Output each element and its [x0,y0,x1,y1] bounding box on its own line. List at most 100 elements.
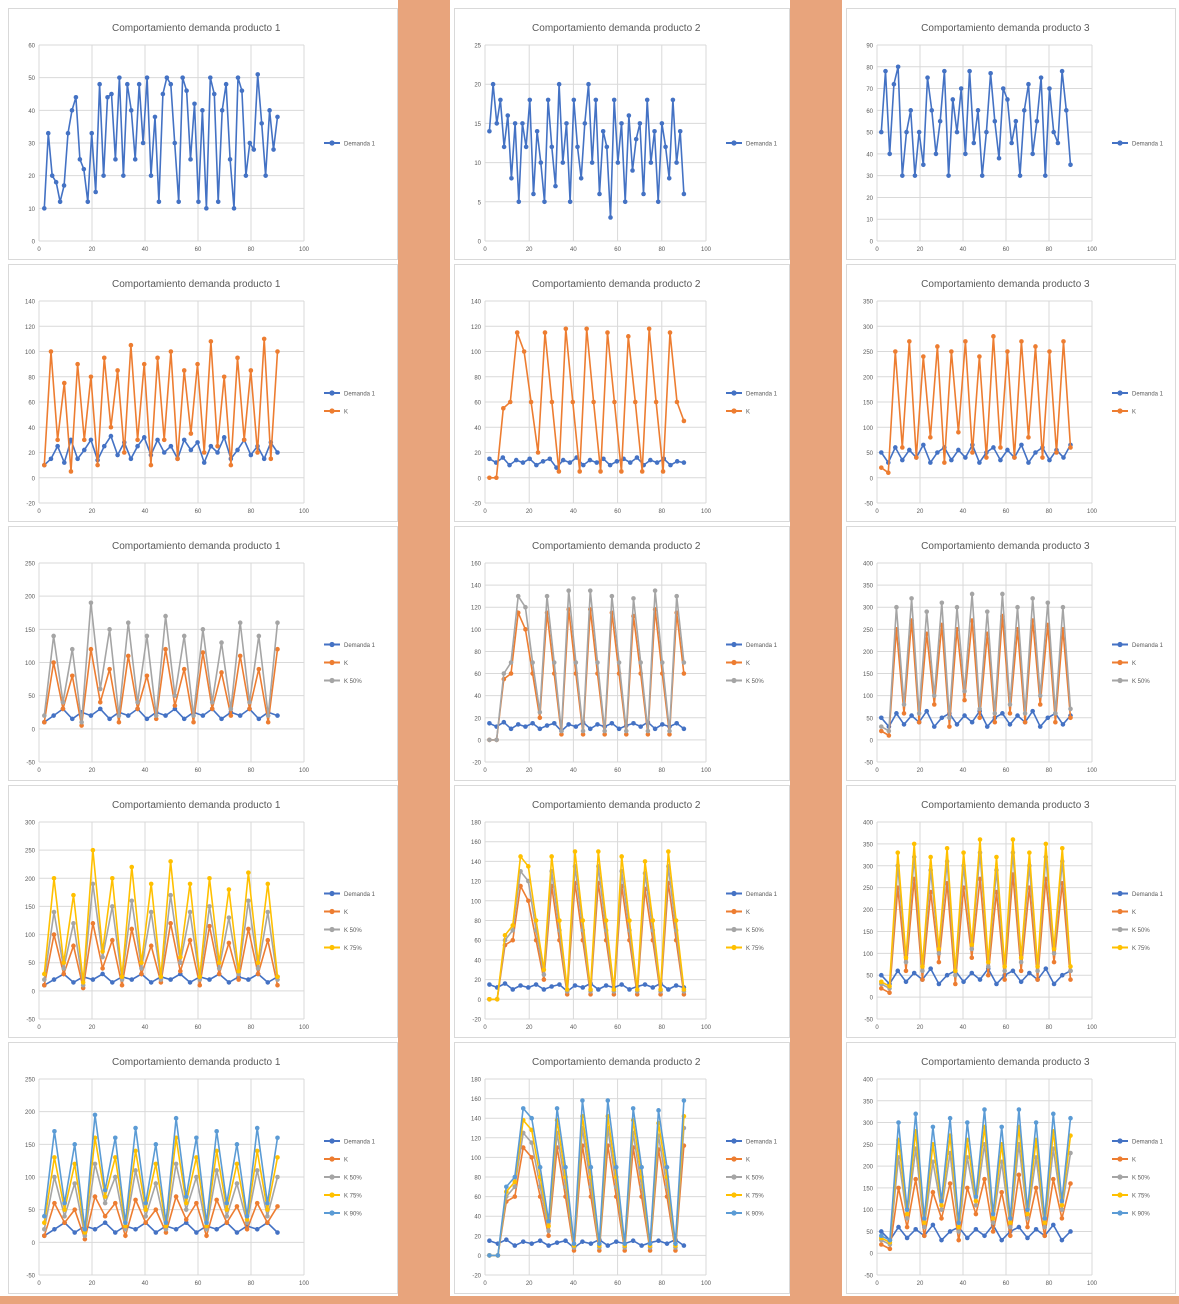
data-point [998,457,1003,463]
data-point [42,206,47,211]
data-point [544,723,550,728]
data-point [1015,604,1020,610]
x-tick-label: 100 [701,247,712,253]
data-point [90,977,96,982]
data-point [601,456,606,462]
legend-label: K 90% [1132,1212,1150,1218]
data-point [1060,722,1066,727]
data-point [564,987,570,992]
data-point [958,86,964,91]
data-point [82,1233,88,1239]
chart-panel-p1r4: Comportamiento demanda producto 1 -50 0 50 1… [8,785,398,1038]
legend-label: K 50% [746,679,764,685]
data-point [931,702,937,707]
legend-marker [1117,1156,1123,1162]
data-point [893,445,898,450]
data-point [928,435,933,440]
data-point [152,114,158,120]
data-point [1042,1216,1047,1221]
data-point [611,987,617,992]
y-tick-label: 300 [863,1121,874,1127]
data-point [652,588,658,593]
data-point [265,980,271,985]
data-point [79,723,84,728]
data-point [512,1184,518,1190]
data-point [674,399,680,405]
data-point [224,1220,230,1226]
y-tick-label: 50 [28,961,35,967]
data-point [89,130,95,136]
y-tick-label: 25 [474,44,481,50]
data-point [930,1124,936,1130]
data-point [642,859,648,864]
data-point [667,330,673,335]
data-point [275,1204,280,1209]
data-point [949,457,954,463]
data-point [207,977,212,982]
data-point [92,1112,98,1118]
y-tick-label: 250 [863,886,874,892]
data-point [214,1168,219,1173]
data-point [172,140,178,146]
data-point [990,1220,996,1226]
data-point [97,686,103,692]
legend-label: K [1132,910,1136,916]
y-tick-label: 100 [25,350,36,356]
y-tick-label: 400 [863,821,874,827]
data-point [638,724,643,729]
data-point [129,898,135,904]
data-point [982,1107,987,1112]
data-point [595,722,600,727]
data-point [667,728,672,734]
data-point [896,1120,901,1125]
data-point [42,719,47,725]
data-point [141,435,147,440]
y-tick-label: 60 [866,109,873,115]
data-point [219,640,224,645]
data-point [1059,1216,1065,1221]
data-point [502,932,508,938]
data-point [148,909,154,915]
data-point [90,847,96,853]
data-point [580,1098,585,1103]
data-point [930,1189,936,1195]
data-point [883,68,888,74]
data-point [168,892,173,898]
x-tick-label: 60 [614,768,621,774]
data-point [42,1233,47,1239]
data-point [904,1224,910,1230]
legend-marker [329,390,335,396]
data-point [1059,845,1065,851]
legend-label: K [746,661,750,667]
data-point [97,700,103,705]
data-point [144,75,150,80]
data-point [81,437,87,443]
data-point [949,349,954,354]
data-point [226,887,232,892]
y-tick-label: 100 [863,426,874,432]
x-tick-label: 100 [1087,1025,1098,1031]
data-point [231,206,237,211]
data-point [52,1174,57,1180]
data-point [208,443,214,449]
data-point [1037,693,1043,698]
data-point [602,728,607,734]
chart-title: Comportamiento demanda producto 3 [921,1057,1090,1068]
data-point [947,1115,953,1121]
data-point [896,1185,901,1191]
legend-label: K [344,410,348,416]
chart-title: Comportamiento demanda producto 3 [921,23,1090,34]
data-point [1008,1220,1013,1226]
data-point [962,688,967,694]
chart-panel-p2r2: Comportamiento demanda producto 2 -20 0 20 4… [454,264,790,522]
data-point [246,870,251,875]
series-line-1 [489,721,685,733]
data-point [988,71,993,76]
x-tick-label: 60 [614,247,621,253]
data-point [235,75,241,80]
data-point [992,118,998,124]
legend-label: K [746,910,750,916]
data-point [1009,140,1014,146]
chart-title: Comportamiento demanda producto 2 [532,541,701,552]
data-point [984,609,990,614]
